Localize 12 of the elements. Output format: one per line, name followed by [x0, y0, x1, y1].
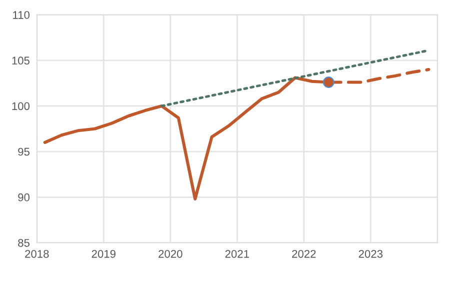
- y-tick-label: 85: [18, 238, 30, 247]
- x-tick-label: 2021: [225, 250, 249, 258]
- x-tick-label: 2020: [158, 250, 182, 258]
- x-tick-label: 2019: [92, 250, 116, 258]
- y-tick-label: 95: [18, 148, 30, 156]
- y-tick-label: 110: [13, 11, 30, 19]
- x-tick-label: 2022: [292, 250, 316, 258]
- x-tick-label: 2023: [358, 250, 383, 258]
- x-tick-label: 2018: [25, 250, 49, 258]
- y-tick-label: 100: [12, 102, 30, 110]
- y-tick-label: 105: [12, 56, 30, 65]
- y-tick-label: 90: [18, 193, 30, 202]
